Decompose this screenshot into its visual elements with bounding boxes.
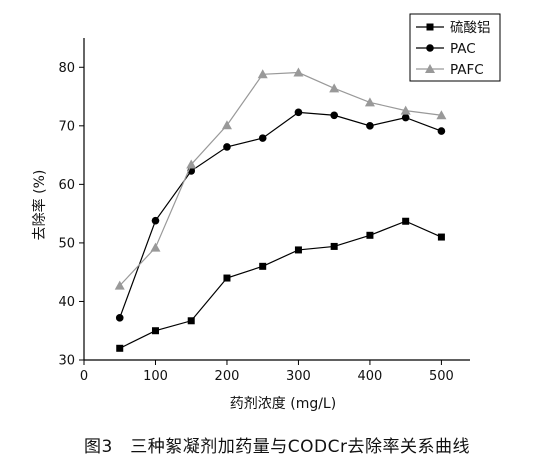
data-point [151,216,160,225]
y-tick-label: 70 [58,119,75,134]
data-point [401,113,410,122]
data-point [437,127,446,135]
data-point [257,69,268,79]
legend-item: PAFC [416,62,484,78]
x-tick-label: 500 [429,369,454,384]
legend-item: PAC [416,41,476,57]
data-point [186,159,197,169]
legend-marker [426,23,434,31]
x-tick-label: 300 [286,369,311,384]
series-line [119,220,442,349]
data-point [293,67,304,77]
legend-marker [426,44,434,52]
data-point [223,274,231,282]
y-tick-label: 60 [58,178,75,193]
y-tick-label: 80 [58,61,75,76]
x-tick-label: 100 [143,369,168,384]
series-line [119,111,442,319]
x-tick-label: 400 [358,369,383,384]
data-point [294,246,302,254]
legend-label: PAFC [450,62,484,78]
data-point [150,242,161,252]
line-chart: 0 100 200 300 400 500 30 40 50 60 70 80 药剂浓度 (mg/L) 去… [31,13,501,412]
y-axis-label: 去除率 (%) [31,170,48,241]
series-line [119,71,442,287]
data-point [330,111,338,120]
legend: 硫酸铝 PAC PAFC [409,13,501,82]
data-point [151,327,159,335]
y-tick-label: 50 [58,236,75,251]
legend-label: 硫酸铝 [450,20,491,36]
data-point [115,314,124,322]
data-point [116,344,124,352]
series-square [116,217,445,352]
series-circle [115,108,446,322]
data-point [402,217,410,225]
legend-marker [425,64,435,73]
data-point [187,317,195,325]
data-point [329,83,340,93]
data-point [259,262,267,270]
data-point [294,108,303,117]
legend-item: 硫酸铝 [416,20,491,36]
figure-caption: 图3 三种絮凝剂加药量与CODCr去除率关系曲线 [83,437,471,457]
data-point [223,143,231,151]
legend-label: PAC [450,41,476,57]
data-point [221,120,232,130]
series-triangle [114,67,447,290]
y-tick-label: 40 [58,295,75,310]
data-point [400,105,411,115]
data-point [436,110,447,120]
data-point [258,134,267,142]
data-point [114,280,125,290]
x-tick-label: 0 [80,369,88,384]
x-axis-label: 药剂浓度 (mg/L) [230,396,336,412]
data-point [437,233,445,241]
y-tick-label: 30 [58,354,75,369]
x-tick-label: 200 [215,369,240,384]
data-point [364,97,375,107]
data-point [330,242,338,250]
data-point [366,231,374,239]
data-point [366,122,374,130]
